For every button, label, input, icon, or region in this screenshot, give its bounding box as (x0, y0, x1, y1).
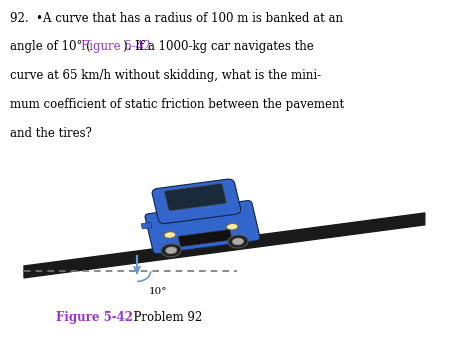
Text: ). If a 1000-kg car navigates the: ). If a 1000-kg car navigates the (122, 40, 313, 53)
FancyBboxPatch shape (141, 222, 152, 229)
Ellipse shape (233, 238, 243, 245)
Text: 10°: 10° (148, 287, 167, 295)
Text: Figure 5-42: Figure 5-42 (81, 40, 150, 53)
FancyBboxPatch shape (145, 201, 260, 254)
Text: mum coefficient of static friction between the pavement: mum coefficient of static friction betwe… (10, 98, 344, 111)
Ellipse shape (166, 247, 177, 254)
Ellipse shape (228, 235, 248, 248)
Text: curve at 65 km/h without skidding, what is the mini-: curve at 65 km/h without skidding, what … (10, 69, 322, 82)
FancyBboxPatch shape (165, 184, 227, 211)
Text: Problem 92: Problem 92 (126, 311, 202, 324)
Text: and the tires?: and the tires? (10, 127, 92, 140)
Ellipse shape (161, 244, 182, 257)
Polygon shape (24, 213, 425, 278)
Text: 92.  •A curve that has a radius of 100 m is banked at an: 92. •A curve that has a radius of 100 m … (10, 12, 344, 25)
Ellipse shape (164, 232, 176, 238)
Text: angle of 10° (: angle of 10° ( (10, 40, 91, 53)
FancyBboxPatch shape (178, 229, 232, 247)
FancyBboxPatch shape (152, 179, 241, 224)
Text: Figure 5-42: Figure 5-42 (56, 311, 133, 324)
Ellipse shape (227, 224, 238, 230)
